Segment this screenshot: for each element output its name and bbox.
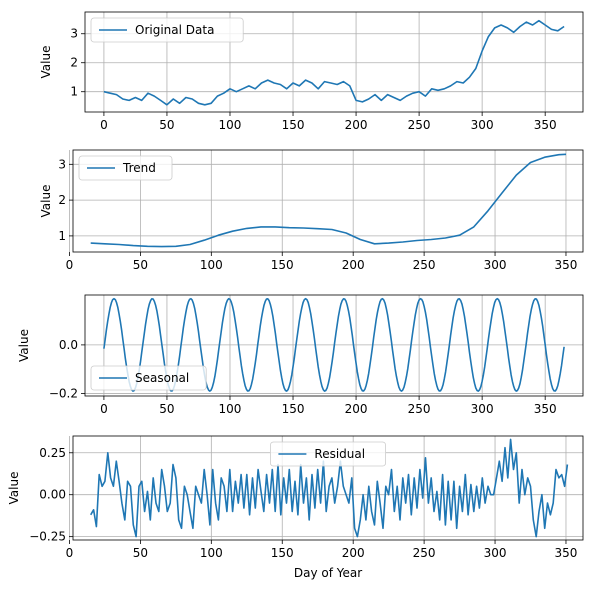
x-tick-label: 200: [345, 118, 368, 132]
x-tick-label: 150: [282, 118, 305, 132]
y-tick-label: −0.2: [49, 387, 78, 401]
x-tick-label: 300: [471, 118, 494, 132]
x-tick-label: 250: [413, 258, 436, 272]
y-tick-label: 0.0: [59, 338, 78, 352]
series-line-trend: [90, 153, 567, 248]
x-tick-label: 150: [271, 546, 294, 560]
x-tick-label: 100: [219, 118, 242, 132]
x-tick-label: 250: [413, 546, 436, 560]
x-tick-label: 200: [345, 402, 368, 416]
subplot-1: 0 50 100 150 200 250 300 350 1 2 3 Value Original Da…: [39, 11, 584, 132]
series-line-original-data: [103, 19, 565, 106]
x-tick-label: 350: [534, 402, 557, 416]
y-tick-label: 1: [70, 85, 78, 99]
legend-label: Original Data: [135, 23, 214, 37]
x-tick-label: 350: [534, 118, 557, 132]
legend: Residual: [269, 441, 386, 467]
axes-frame: [84, 294, 584, 397]
y-tick-label: 3: [58, 157, 66, 171]
y-axis-label: Value: [39, 46, 53, 79]
x-tick-label: 0: [100, 402, 108, 416]
x-tick-label: 0: [66, 258, 74, 272]
x-tick-label: 50: [133, 258, 148, 272]
y-axis-label: Value: [39, 185, 53, 218]
series-line-seasonal: [103, 297, 565, 392]
subplot-2: 0 50 100 150 200 250 300 350 1 2 3 Value Trend: [39, 149, 584, 272]
series-line-residual: [90, 438, 569, 538]
legend-box: [90, 17, 244, 43]
axes-frame: [84, 11, 584, 113]
x-tick-label: 300: [484, 546, 507, 560]
x-tick-label: 150: [271, 258, 294, 272]
x-tick-label: 300: [471, 402, 494, 416]
y-tick-label: 0.25: [39, 446, 66, 460]
axes-frame: [72, 149, 584, 253]
x-tick-label: 150: [282, 402, 305, 416]
x-tick-label: 0: [100, 118, 108, 132]
y-axis-label: Value: [7, 472, 21, 505]
x-tick-label: 0: [66, 546, 74, 560]
y-tick-label: 3: [70, 27, 78, 41]
y-tick-label: 2: [70, 56, 78, 70]
x-axis-label: Day of Year: [294, 566, 362, 580]
legend-label: Trend: [122, 161, 156, 175]
x-tick-label: 250: [408, 402, 431, 416]
subplot-4: 0 50 100 150 200 250 300 350 −0.25 0.00 0.25 Value R…: [7, 435, 584, 560]
y-tick-label: 1: [58, 229, 66, 243]
x-tick-label: 350: [555, 546, 578, 560]
x-tick-label: 50: [159, 118, 174, 132]
legend-label: Residual: [314, 447, 365, 461]
x-tick-label: 200: [342, 546, 365, 560]
legend: Original Data: [90, 17, 244, 43]
legend-label: Seasonal: [135, 371, 189, 385]
y-axis-label: Value: [17, 329, 31, 362]
legend: Trend: [78, 155, 173, 181]
x-tick-label: 50: [159, 402, 174, 416]
subplot-3: 0 50 100 150 200 250 300 350 −0.2 0.0 Value Seasona…: [17, 294, 584, 416]
x-tick-label: 50: [133, 546, 148, 560]
x-tick-label: 300: [484, 258, 507, 272]
axes-frame: [72, 435, 584, 541]
y-tick-label: −0.25: [29, 530, 66, 544]
x-tick-label: 100: [219, 402, 242, 416]
legend-box: [78, 155, 173, 181]
x-tick-label: 100: [200, 258, 223, 272]
x-tick-label: 200: [342, 258, 365, 272]
legend: Seasonal: [90, 365, 207, 391]
legend-box: [90, 365, 207, 391]
x-tick-label: 350: [555, 258, 578, 272]
y-tick-label: 2: [58, 193, 66, 207]
x-tick-label: 250: [408, 118, 431, 132]
legend-box: [269, 441, 386, 467]
y-tick-label: 0.00: [39, 488, 66, 502]
x-tick-label: 100: [200, 546, 223, 560]
